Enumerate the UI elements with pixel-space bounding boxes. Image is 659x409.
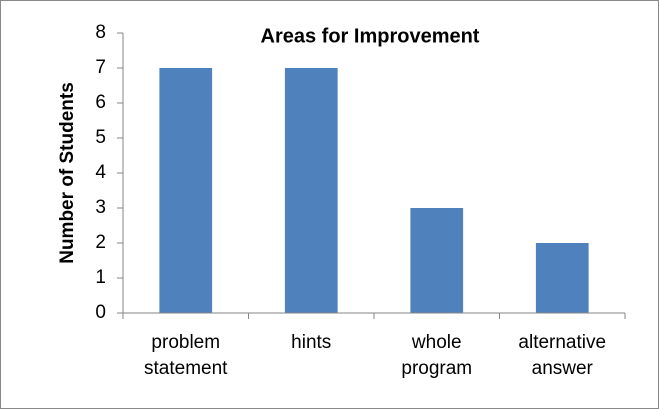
y-tick-label: 0 xyxy=(95,302,106,323)
y-axis-label: Number of Students xyxy=(57,82,78,264)
x-tick-label: hints xyxy=(291,332,332,353)
y-tick-label: 8 xyxy=(95,22,106,43)
y-tick-label: 4 xyxy=(95,162,106,183)
x-tick-label: alternative answer xyxy=(518,332,607,379)
y-tick-label: 1 xyxy=(95,267,106,288)
x-tick-label: whole program xyxy=(401,332,473,379)
bar xyxy=(535,243,589,313)
bar xyxy=(159,68,213,313)
y-tick-label: 5 xyxy=(95,127,106,148)
chart-title: Areas for Improvement xyxy=(261,25,480,47)
y-tick-label: 7 xyxy=(95,57,106,78)
bar xyxy=(284,68,338,313)
y-tick-label: 3 xyxy=(95,197,106,218)
y-tick-label: 2 xyxy=(95,232,106,253)
bar xyxy=(410,208,464,313)
y-tick-label: 6 xyxy=(95,92,106,113)
x-tick-label: problem statement xyxy=(144,332,228,379)
